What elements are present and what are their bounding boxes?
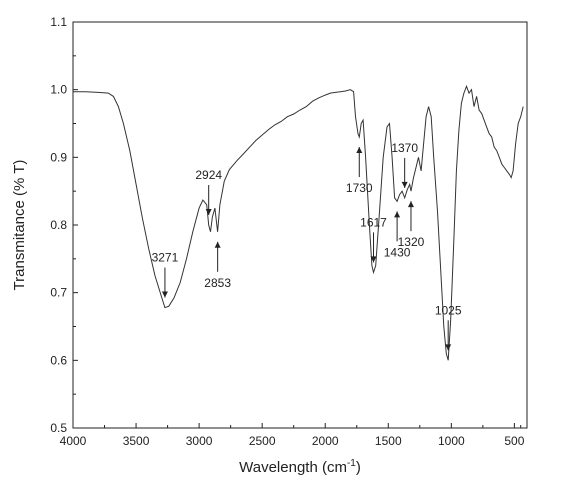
annotation-label: 1370 <box>391 141 418 155</box>
y-axis-ticks: 0.5 0.6 0.7 0.8 0.9 1.0 1.1 <box>50 15 78 435</box>
peak-annotations: 3271 2924 2853 1730 1617 1430 1370 1320 1025 <box>152 141 462 351</box>
annotation-label: 3271 <box>152 251 179 265</box>
y-tick-label: 1.1 <box>50 15 67 29</box>
arrow-head <box>407 201 414 208</box>
y-tick-label: 0.5 <box>50 421 67 435</box>
annotation-label: 1617 <box>360 215 387 229</box>
x-tick-label: 1500 <box>375 434 402 448</box>
x-tick-label: 3500 <box>123 434 150 448</box>
annotation-label: 1320 <box>398 235 425 249</box>
arrow-head <box>356 147 363 154</box>
peak-annotation: 1025 <box>435 303 462 351</box>
peak-annotation: 1320 <box>398 201 425 249</box>
peak-annotation: 3271 <box>152 251 179 298</box>
annotation-label: 2924 <box>195 168 222 182</box>
y-tick-label: 0.8 <box>50 218 67 232</box>
x-axis-ticks: 4000 3500 3000 2500 2000 1500 1000 500 <box>60 423 525 448</box>
x-axis-title-close: ) <box>356 459 361 476</box>
arrow-head <box>161 291 168 298</box>
arrow-head <box>214 241 221 248</box>
x-tick-label: 1000 <box>438 434 465 448</box>
x-axis-title: Wavelength (cm-1) <box>239 458 361 476</box>
y-tick-label: 0.9 <box>50 150 67 164</box>
annotation-label: 1730 <box>346 181 373 195</box>
arrow-head <box>205 209 212 215</box>
spectrum-line <box>73 84 524 361</box>
annotation-label: 1025 <box>435 303 462 317</box>
y-axis-title: Transmitance (% T) <box>11 160 28 291</box>
peak-annotation: 1430 <box>384 211 411 259</box>
annotation-label: 1430 <box>384 245 411 259</box>
plot-frame <box>72 21 528 429</box>
peak-annotation: 1617 <box>360 215 387 263</box>
peak-annotation: 1730 <box>346 147 373 195</box>
x-axis-title-sup: -1 <box>347 458 356 469</box>
peak-annotation: 2924 <box>195 168 222 215</box>
x-axis-title-main: Wavelength (cm <box>239 459 347 476</box>
arrow-head <box>370 256 377 263</box>
arrow-head <box>394 211 401 218</box>
x-tick-label: 3000 <box>186 434 213 448</box>
y-tick-label: 1.0 <box>50 83 67 97</box>
x-tick-label: 2000 <box>312 434 339 448</box>
peak-annotation: 1370 <box>391 141 418 188</box>
y-tick-label: 0.7 <box>50 286 67 300</box>
x-tick-label: 4000 <box>60 434 87 448</box>
peak-annotation: 2853 <box>204 241 231 290</box>
y-tick-label: 0.6 <box>50 353 67 367</box>
arrow-head <box>445 344 452 351</box>
x-tick-label: 2500 <box>249 434 276 448</box>
annotation-label: 2853 <box>204 276 231 290</box>
arrow-head <box>401 181 408 188</box>
x-tick-label: 500 <box>504 434 524 448</box>
